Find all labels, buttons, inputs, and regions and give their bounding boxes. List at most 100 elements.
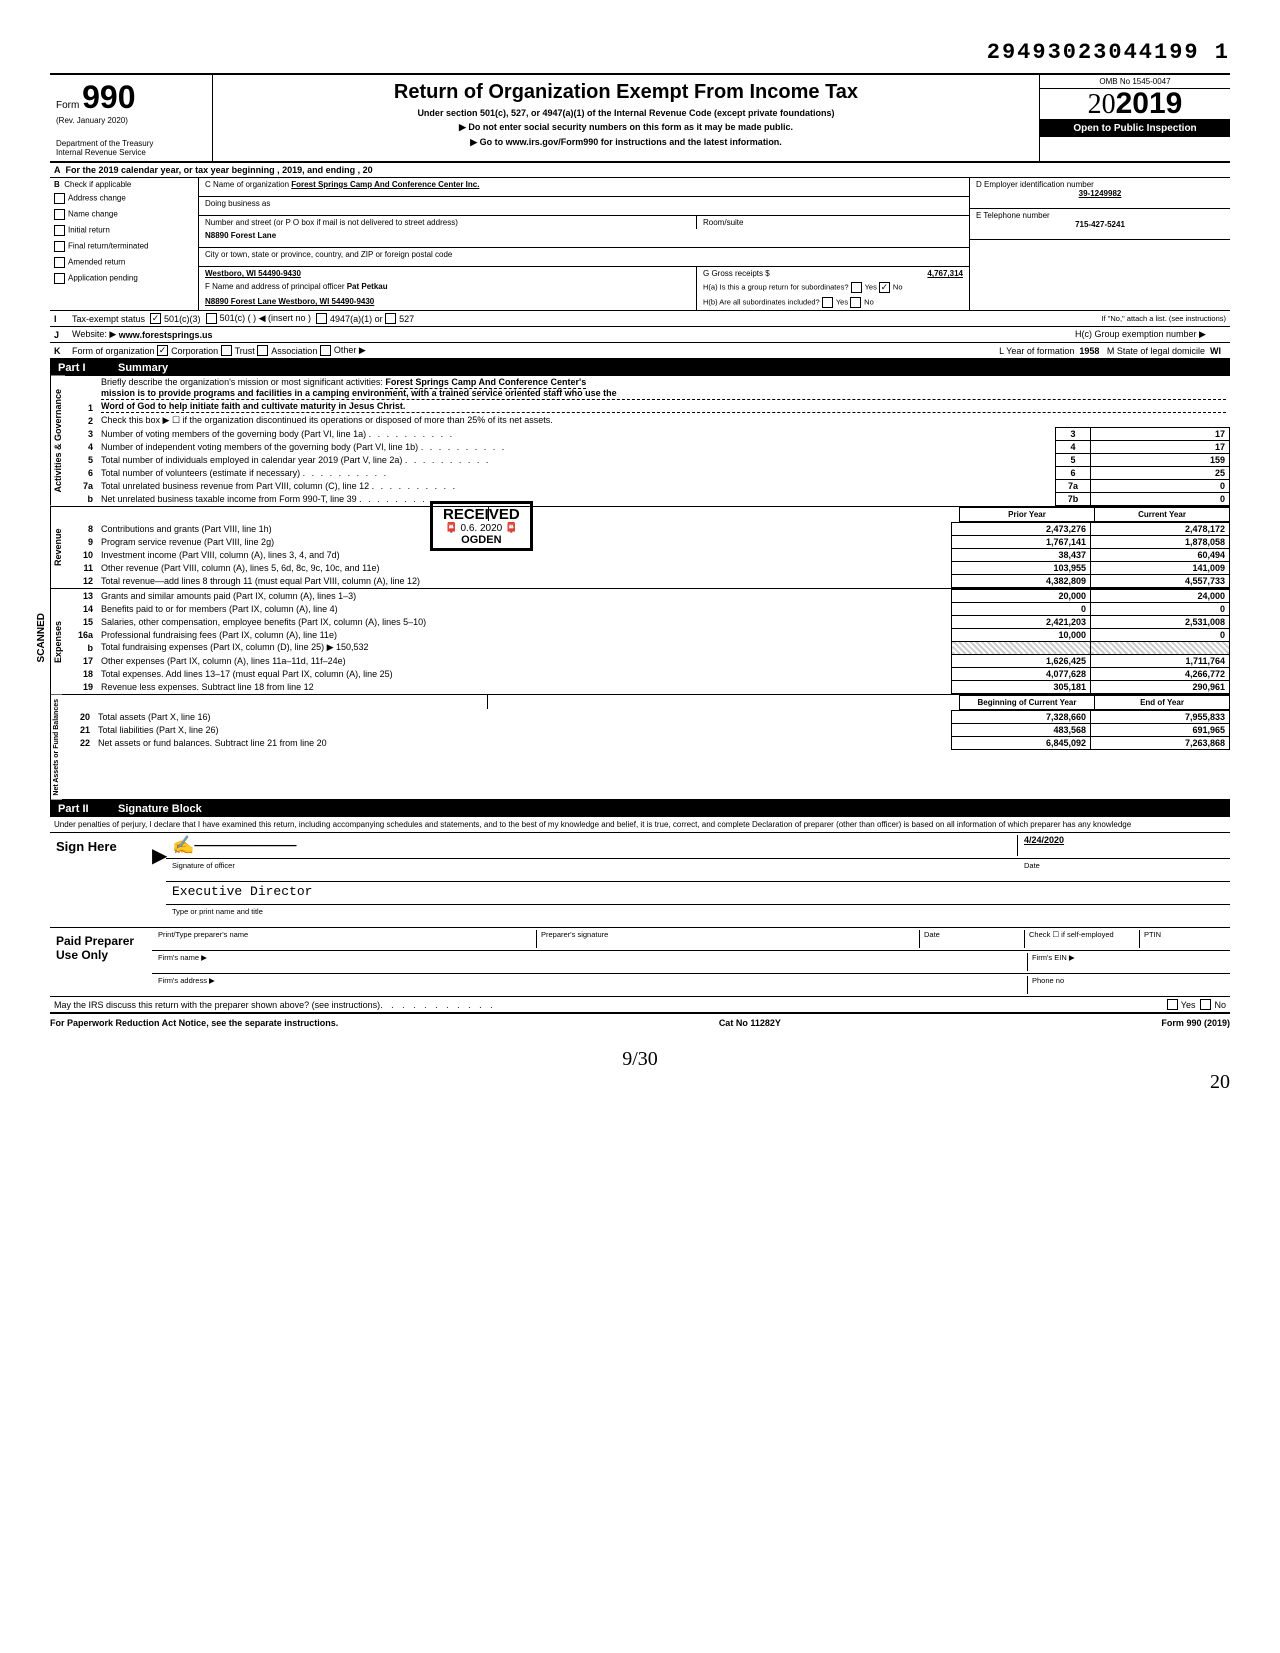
hb-yes[interactable] bbox=[822, 297, 833, 308]
hb-no[interactable] bbox=[850, 297, 861, 308]
gross-value: 4,767,314 bbox=[927, 269, 963, 278]
ein-value: 39-1249982 bbox=[976, 189, 1224, 198]
firm-phone-label: Phone no bbox=[1028, 976, 1224, 994]
room-label: Room/suite bbox=[703, 218, 743, 227]
discuss-row: May the IRS discuss this return with the… bbox=[50, 997, 1230, 1014]
officer-signature[interactable]: ✍──────── bbox=[172, 835, 1017, 856]
table-row: 16aProfessional fundraising fees (Part I… bbox=[65, 628, 1230, 641]
date-label: Date bbox=[1024, 861, 1224, 879]
ha-no[interactable] bbox=[879, 282, 890, 293]
state-domicile: WI bbox=[1210, 346, 1221, 356]
checkbox-527[interactable] bbox=[385, 313, 396, 324]
col-begin-year: Beginning of Current Year bbox=[960, 695, 1095, 709]
mission-line2: mission is to provide programs and facil… bbox=[101, 387, 1226, 400]
mission-line3: Word of God to help initiate faith and c… bbox=[101, 400, 1226, 413]
table-row: 21Total liabilities (Part X, line 26)483… bbox=[62, 723, 1230, 736]
paid-preparer-label: Paid Preparer Use Only bbox=[50, 928, 152, 996]
discuss-no[interactable] bbox=[1200, 999, 1211, 1010]
col-b-checkboxes: B Check if applicable Address change Nam… bbox=[50, 178, 199, 310]
checkbox-assoc[interactable] bbox=[257, 345, 268, 356]
form-rev: (Rev. January 2020) bbox=[56, 116, 206, 125]
ha-yes[interactable] bbox=[851, 282, 862, 293]
firm-name-label: Firm's name ▶ bbox=[158, 953, 1028, 971]
handwritten-note-2: 20 bbox=[50, 1071, 1230, 1094]
table-row: 17Other expenses (Part IX, column (A), l… bbox=[65, 654, 1230, 667]
checkbox-app-pending[interactable] bbox=[54, 273, 65, 284]
checkbox-final-return[interactable] bbox=[54, 241, 65, 252]
title-label: Type or print name and title bbox=[166, 905, 1230, 927]
sig-date: 4/24/2020 bbox=[1024, 835, 1064, 845]
ptin-label: PTIN bbox=[1140, 930, 1224, 948]
section-netassets: Net Assets or Fund Balances Beginning of… bbox=[50, 695, 1230, 802]
checkbox-4947[interactable] bbox=[316, 313, 327, 324]
part1-header: Part ISummary bbox=[50, 360, 1230, 376]
form-header: Form 990 (Rev. January 2020) Department … bbox=[50, 73, 1230, 163]
table-row: 9Program service revenue (Part VIII, lin… bbox=[65, 535, 1230, 548]
checkbox-initial-return[interactable] bbox=[54, 225, 65, 236]
table-row: bTotal fundraising expenses (Part IX, co… bbox=[65, 641, 1230, 654]
city-value: Westboro, WI 54490-9430 bbox=[205, 269, 301, 278]
sig-officer-label: Signature of officer bbox=[172, 861, 1024, 879]
table-row: 4Number of independent voting members of… bbox=[65, 440, 1230, 453]
table-row: 12Total revenue—add lines 8 through 11 (… bbox=[65, 574, 1230, 587]
section-expenses: Expenses SCANNED 13Grants and similar am… bbox=[50, 589, 1230, 695]
table-row: 3Number of voting members of the governi… bbox=[65, 427, 1230, 440]
footer-left: For Paperwork Reduction Act Notice, see … bbox=[50, 1018, 338, 1028]
prep-name-label: Print/Type preparer's name bbox=[158, 930, 537, 948]
instr-url: ▶ Go to www.irs.gov/Form990 for instruct… bbox=[221, 137, 1031, 148]
sign-here-row: Sign Here ▶ ✍──────── 4/24/2020 Signatur… bbox=[50, 833, 1230, 928]
org-name: Forest Springs Camp And Conference Cente… bbox=[291, 180, 479, 189]
section-governance: Activities & Governance 1 Briefly descri… bbox=[50, 376, 1230, 507]
row-i-tax-status: I Tax-exempt status 501(c)(3) 501(c) ( )… bbox=[50, 311, 1230, 327]
col-d-right: D Employer identification number39-12499… bbox=[970, 178, 1230, 310]
page-footer: For Paperwork Reduction Act Notice, see … bbox=[50, 1014, 1230, 1028]
checkbox-address-change[interactable] bbox=[54, 193, 65, 204]
hc-label: H(c) Group exemption number ▶ bbox=[1075, 329, 1206, 340]
received-stamp: RECEIVED 📮 0.6. 2020 📮 OGDEN bbox=[430, 501, 533, 551]
table-row: 5Total number of individuals employed in… bbox=[65, 453, 1230, 466]
paid-preparer-row: Paid Preparer Use Only Print/Type prepar… bbox=[50, 928, 1230, 997]
table-row: 22Net assets or fund balances. Subtract … bbox=[62, 736, 1230, 749]
checkbox-amended[interactable] bbox=[54, 257, 65, 268]
phone-label: E Telephone number bbox=[976, 211, 1050, 220]
checkbox-501c[interactable] bbox=[206, 313, 217, 324]
col-current-year: Current Year bbox=[1095, 507, 1230, 521]
table-row: 8Contributions and grants (Part VIII, li… bbox=[65, 522, 1230, 535]
scanned-stamp: SCANNED bbox=[34, 609, 49, 666]
table-row: 11Other revenue (Part VIII, column (A), … bbox=[65, 561, 1230, 574]
checkbox-name-change[interactable] bbox=[54, 209, 65, 220]
col-end-year: End of Year bbox=[1095, 695, 1230, 709]
instr-ssn: ▶ Do not enter social security numbers o… bbox=[221, 122, 1031, 133]
street-label: Number and street (or P O box if mail is… bbox=[205, 218, 458, 227]
table-row: 10Investment income (Part VIII, column (… bbox=[65, 548, 1230, 561]
discuss-yes[interactable] bbox=[1167, 999, 1178, 1010]
dln-number: 29493023044199 1 bbox=[50, 40, 1230, 65]
section-revenue: Revenue Prior Year Current Year 8Contrib… bbox=[50, 507, 1230, 589]
officer-name: Pat Petkau bbox=[347, 282, 388, 291]
side-label-revenue: Revenue bbox=[50, 507, 65, 588]
table-row: 7aTotal unrelated business revenue from … bbox=[65, 479, 1230, 492]
self-employed-check[interactable]: Check ☐ if self-employed bbox=[1025, 930, 1140, 948]
website-value: www.forestsprings.us bbox=[119, 330, 213, 340]
row-j-website: J Website: ▶ www.forestsprings.us H(c) G… bbox=[50, 327, 1230, 343]
table-row: 2Check this box ▶ ☐ if the organization … bbox=[65, 414, 1230, 427]
checkbox-other[interactable] bbox=[320, 345, 331, 356]
table-row: 13Grants and similar amounts paid (Part … bbox=[65, 589, 1230, 602]
checkbox-corp[interactable] bbox=[157, 345, 168, 356]
part2-header: Part IISignature Block bbox=[50, 801, 1230, 817]
open-public-label: Open to Public Inspection bbox=[1040, 120, 1230, 137]
table-row: 18Total expenses. Add lines 13–17 (must … bbox=[65, 667, 1230, 680]
tax-year: 202019 bbox=[1040, 89, 1230, 120]
form-subtitle: Under section 501(c), 527, or 4947(a)(1)… bbox=[221, 108, 1031, 118]
checkbox-501c3[interactable] bbox=[150, 313, 161, 324]
prep-date-label: Date bbox=[920, 930, 1025, 948]
officer-addr: N8890 Forest Lane Westboro, WI 54490-943… bbox=[205, 297, 374, 306]
firm-ein-label: Firm's EIN ▶ bbox=[1028, 953, 1224, 971]
year-formation: 1958 bbox=[1079, 346, 1099, 356]
table-row: bNet unrelated business taxable income f… bbox=[65, 492, 1230, 505]
checkbox-trust[interactable] bbox=[221, 345, 232, 356]
table-row: 15Salaries, other compensation, employee… bbox=[65, 615, 1230, 628]
phone-value: 715-427-5241 bbox=[976, 220, 1224, 229]
hb-note: If "No," attach a list. (see instruction… bbox=[1101, 314, 1226, 323]
table-row: 20Total assets (Part X, line 16)7,328,66… bbox=[62, 710, 1230, 723]
